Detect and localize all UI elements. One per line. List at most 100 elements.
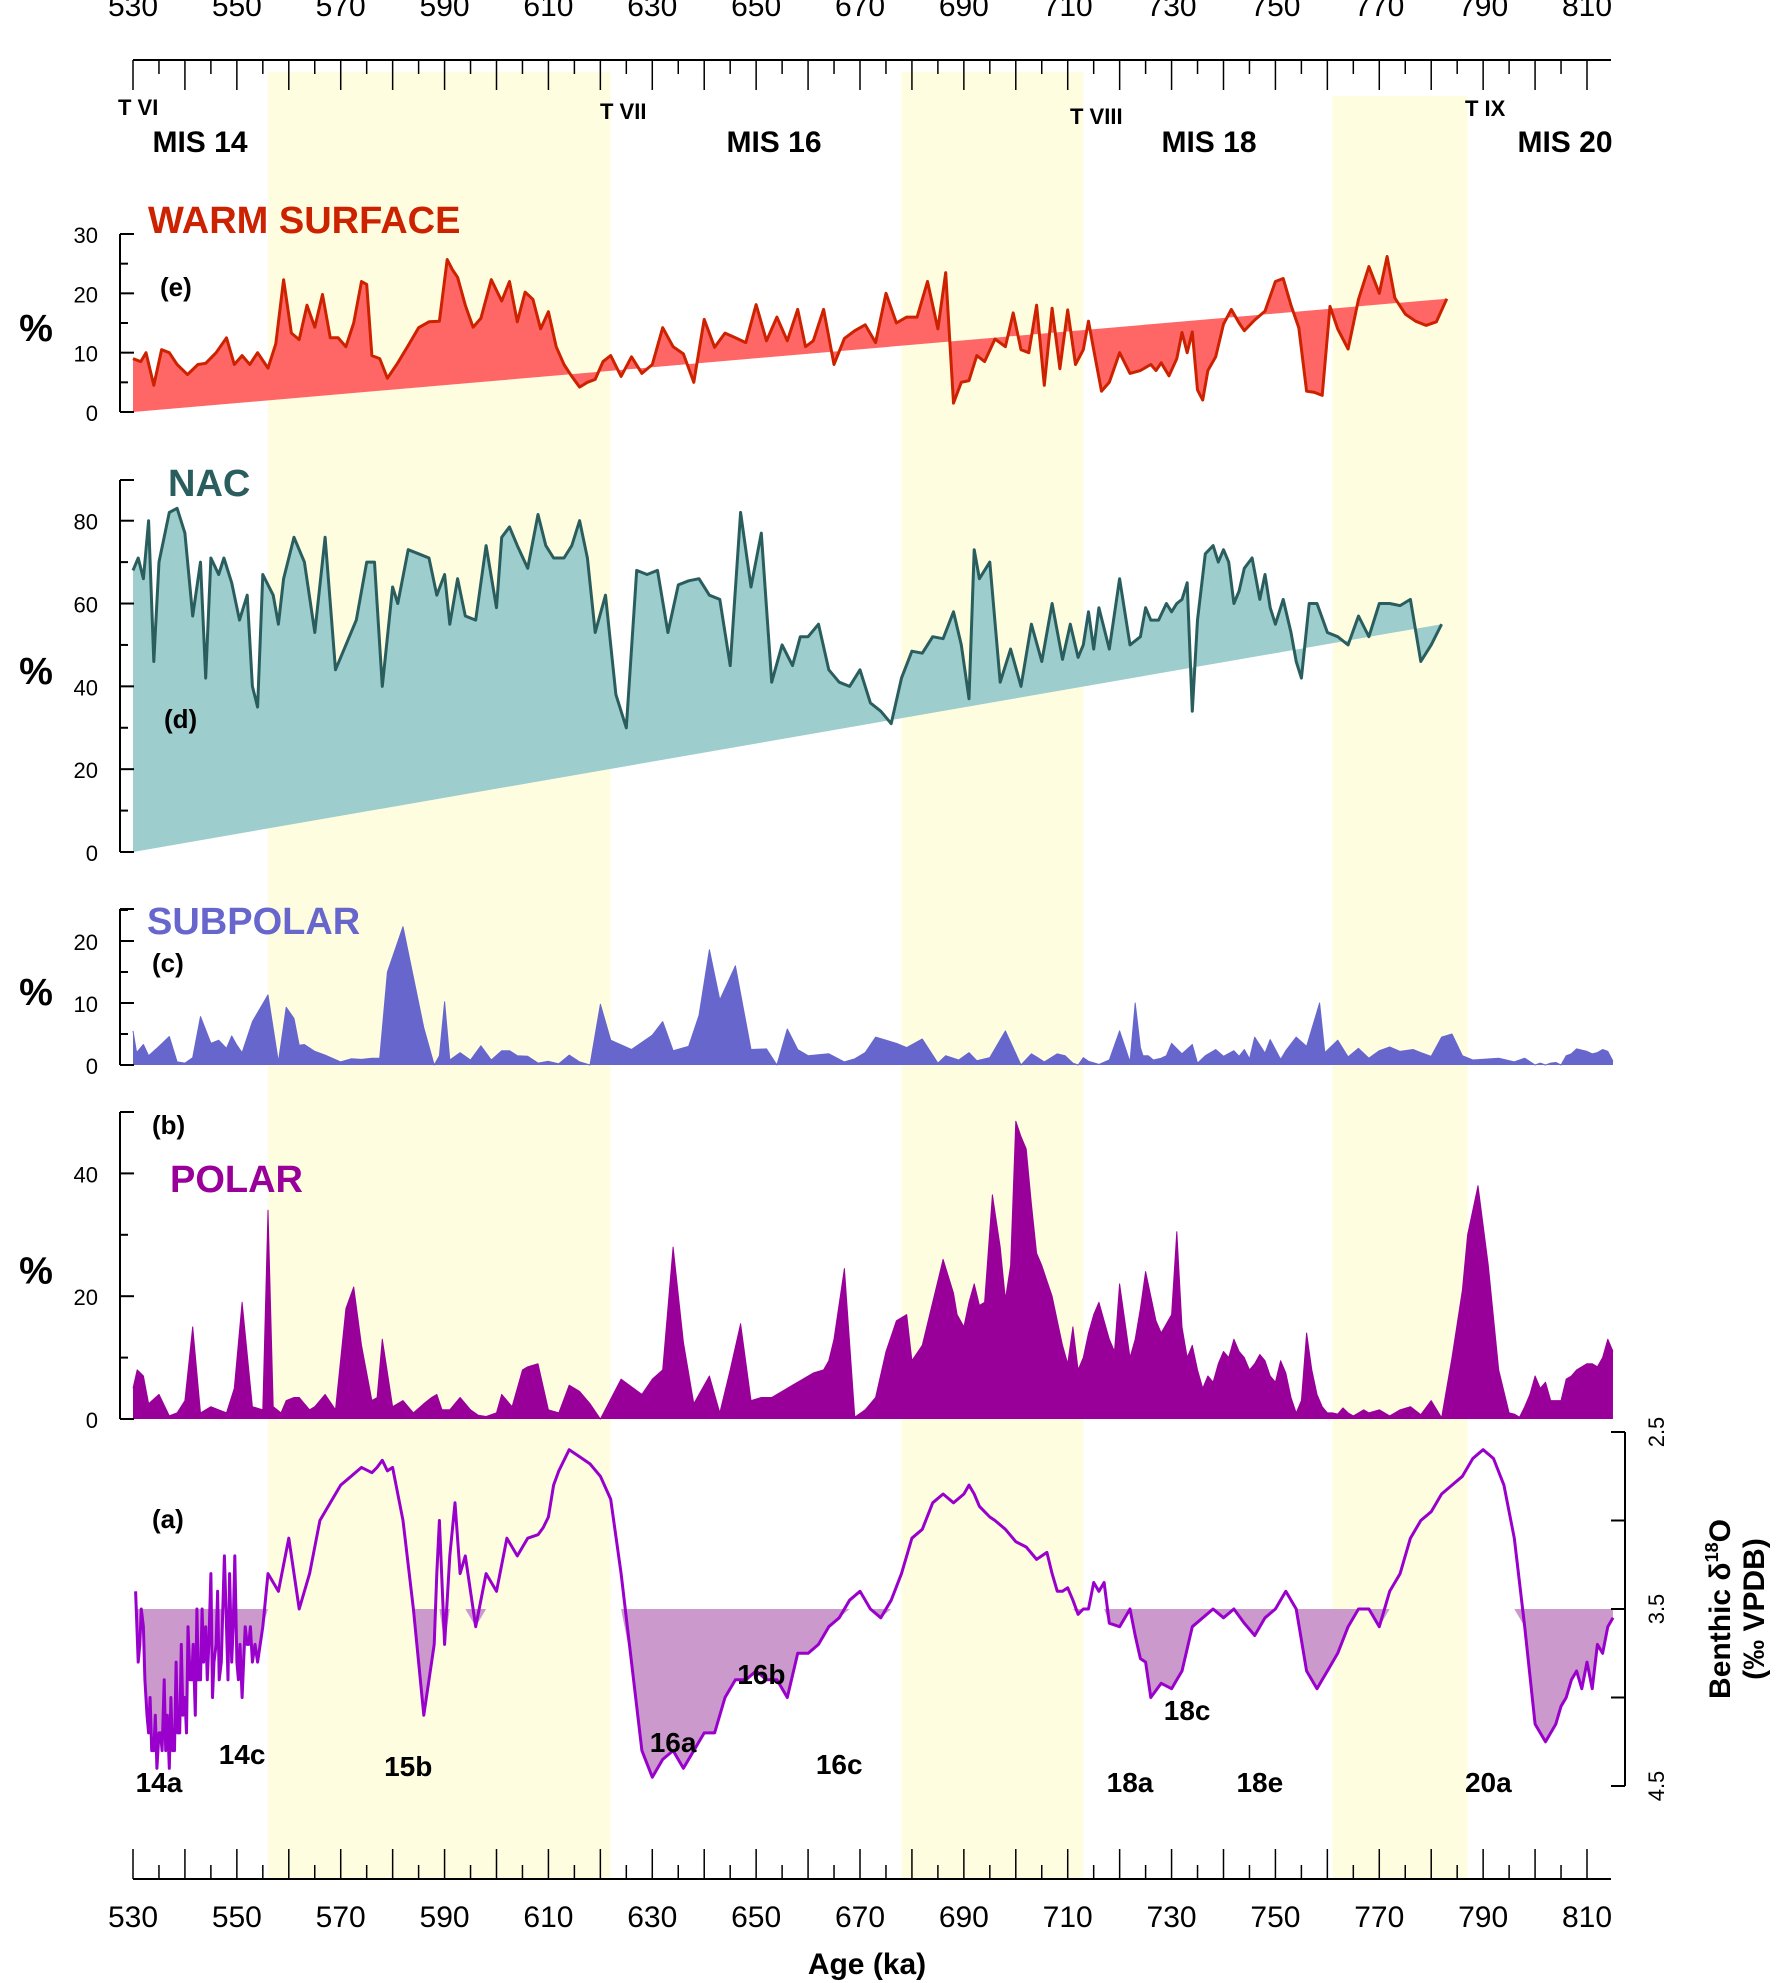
- mis-label: MIS 20: [1517, 126, 1612, 159]
- series-title: NAC: [168, 463, 250, 505]
- termination-label: T VI: [118, 95, 158, 120]
- panel-label: (b): [152, 1110, 185, 1140]
- x-tick-label: 710: [1043, 0, 1093, 23]
- panel-b: 0 20 40% POLAR (b): [19, 1110, 1614, 1433]
- y-tick-label: 2.5: [1644, 1417, 1669, 1448]
- x-tick-label: 810: [1562, 0, 1612, 23]
- line-d: [131, 506, 1443, 730]
- x-tick-label: 770: [1354, 0, 1404, 23]
- x-tick-label: 810: [1562, 1901, 1612, 1934]
- substage-label: 16b: [737, 1659, 785, 1690]
- y-tick-label: 20: [74, 282, 98, 307]
- mis-label: MIS 14: [152, 126, 247, 159]
- substage-label: 20a: [1465, 1767, 1512, 1798]
- termination-label: T VII: [600, 99, 646, 124]
- area-b: [133, 1121, 1613, 1419]
- y-tick-label: 30: [74, 223, 98, 248]
- x-tick-label: 550: [212, 0, 262, 23]
- x-tick-label: 630: [627, 0, 677, 23]
- y-axis-units-right: (‰ VPDB): [1738, 1538, 1771, 1680]
- y-tick-label: 40: [74, 675, 98, 700]
- line-b: [132, 1120, 1614, 1420]
- x-tick-label: 750: [1250, 0, 1300, 23]
- substage-label: 18a: [1107, 1767, 1154, 1798]
- panel-label: (a): [152, 1504, 184, 1534]
- x-tick-label: 790: [1458, 1901, 1508, 1934]
- x-tick-label: 630: [627, 1901, 677, 1934]
- substage-label: 16c: [816, 1749, 863, 1780]
- top-x-axis: 530 550 570 590 610 630 650 670 690 710 730 750 770 7…: [108, 0, 1612, 90]
- y-tick-label: 10: [74, 342, 98, 367]
- x-tick-label: 730: [1147, 1901, 1197, 1934]
- y-tick-label: 4.5: [1644, 1771, 1669, 1802]
- line-a: [134, 1448, 1615, 1779]
- series-title: WARM SURFACE: [148, 200, 460, 242]
- termination-label: T VIII: [1070, 104, 1123, 129]
- x-tick-label: 750: [1250, 1901, 1300, 1934]
- x-tick-label: 670: [835, 1901, 885, 1934]
- x-tick-label: 710: [1043, 1901, 1093, 1934]
- y-tick-label: 80: [74, 510, 98, 535]
- y-tick-label: 0: [86, 841, 98, 866]
- x-tick-label: 770: [1354, 1901, 1404, 1934]
- panel-e: 0 10 20 30% WARM SURFACE (e): [19, 200, 1449, 426]
- x-tick-label: 570: [316, 0, 366, 23]
- panel-d: 0 20 40 60 80% NAC (d): [19, 463, 1443, 866]
- substage-label: 14c: [219, 1739, 266, 1770]
- y-tick-label: 0: [86, 1408, 98, 1433]
- y-tick-label: 0: [86, 401, 98, 426]
- x-tick-label: 650: [731, 1901, 781, 1934]
- x-tick-label: 610: [523, 0, 573, 23]
- y-axis-title: %: [19, 651, 53, 693]
- bottom-x-axis: 530 550 570 590 610 630 650 670 690 710 730 750 770 7…: [108, 1849, 1612, 1934]
- termination-label: T IX: [1465, 96, 1506, 121]
- mis-label: MIS 16: [726, 126, 821, 159]
- y-axis-title: %: [19, 972, 53, 1014]
- substage-label: 15b: [384, 1751, 432, 1782]
- y-tick-label: 20: [74, 930, 98, 955]
- x-tick-label: 590: [420, 1901, 470, 1934]
- substage-label: 18e: [1236, 1767, 1283, 1798]
- substage-label: 16a: [650, 1727, 697, 1758]
- substage-label: 14a: [136, 1767, 183, 1798]
- x-tick-label: 690: [939, 0, 989, 23]
- y-tick-label: 20: [74, 1285, 98, 1310]
- panel-label: (c): [152, 948, 184, 978]
- substage-label: 18c: [1164, 1695, 1211, 1726]
- x-tick-label: 650: [731, 0, 781, 23]
- y-tick-label: 40: [74, 1162, 98, 1187]
- y-axis-title: %: [19, 308, 53, 350]
- y-tick-label: 0: [86, 1054, 98, 1079]
- y-tick-label: 20: [74, 758, 98, 783]
- x-axis-title: Age (ka): [808, 1948, 926, 1981]
- y-tick-label: 60: [74, 593, 98, 618]
- interglacial-band: [1332, 96, 1468, 1880]
- series-title: POLAR: [170, 1159, 303, 1201]
- panel-c: 0 10 20% SUBPOLAR (c): [19, 901, 1614, 1079]
- x-tick-label: 570: [316, 1901, 366, 1934]
- x-tick-label: 690: [939, 1901, 989, 1934]
- x-tick-label: 530: [108, 0, 158, 23]
- x-tick-label: 530: [108, 1901, 158, 1934]
- stage-labels: T VI T VII T VIII T IX MIS 14 MIS 16 MIS 18 MIS…: [118, 95, 1613, 159]
- line-c: [132, 926, 1614, 1066]
- mis-label: MIS 18: [1161, 126, 1256, 159]
- x-tick-label: 610: [523, 1901, 573, 1934]
- y-axis-title: %: [19, 1251, 53, 1293]
- x-tick-label: 730: [1147, 0, 1197, 23]
- area-c: [133, 926, 1613, 1065]
- series-title: SUBPOLAR: [147, 901, 360, 943]
- y-tick-label: 10: [74, 992, 98, 1017]
- panel-label: (e): [160, 272, 192, 302]
- panel-a: 2.5 3.5 4.5 Benthic δ18O(‰ VPDB) (a) 14a 14c 15…: [134, 1417, 1771, 1802]
- y-tick-label: 3.5: [1644, 1594, 1669, 1625]
- x-tick-label: 790: [1458, 0, 1508, 23]
- x-tick-label: 590: [420, 0, 470, 23]
- panel-label: (d): [164, 704, 197, 734]
- x-tick-label: 550: [212, 1901, 262, 1934]
- line-e: [132, 255, 1449, 405]
- x-tick-label: 670: [835, 0, 885, 23]
- y-axis-title-right: Benthic δ18O: [1702, 1519, 1737, 1699]
